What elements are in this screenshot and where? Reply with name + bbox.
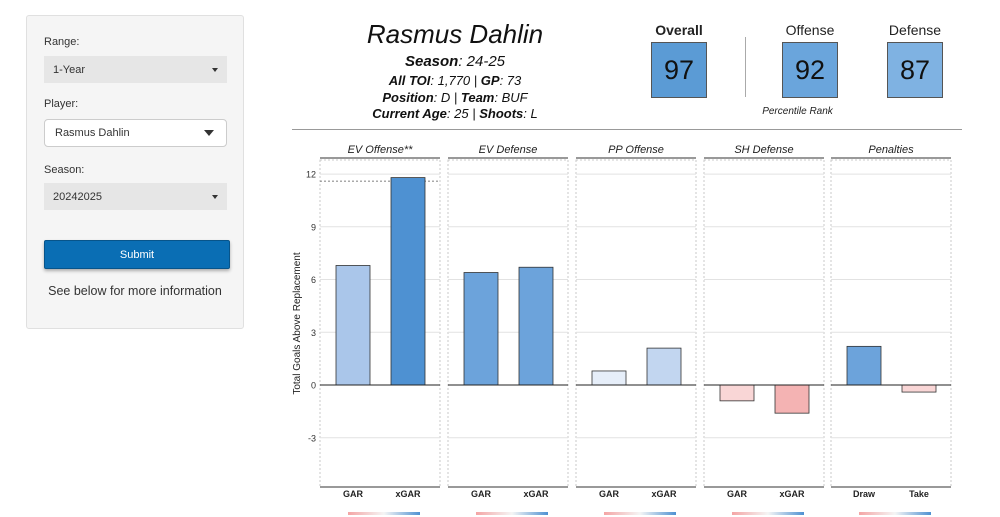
y-tick-label: 0	[311, 381, 316, 391]
season-label: Season:	[44, 164, 85, 176]
bar-xgar	[646, 347, 682, 386]
player-select-value: Rasmus Dahlin	[55, 127, 130, 139]
panel-frame	[703, 159, 825, 488]
season-select-value: 20242025	[53, 190, 102, 203]
color-scale-strip	[348, 512, 420, 515]
x-tick-label: Take	[909, 489, 929, 499]
season-key: Season	[404, 53, 459, 70]
sidebar-panel: Range: 1-Year Player: Rasmus Dahlin Seas…	[26, 15, 244, 329]
gp-value: : 73	[499, 73, 522, 88]
x-tick-label: GAR	[599, 489, 620, 499]
panel-title: SH Defense	[734, 144, 793, 156]
panel-title: EV Offense**	[348, 144, 414, 156]
panel-title: Penalties	[868, 144, 914, 156]
x-tick-label: GAR	[343, 489, 364, 499]
defense-label: Defense	[888, 22, 942, 38]
toi-value: : 1,770 |	[430, 73, 481, 88]
y-tick-label: -3	[308, 433, 316, 443]
color-scale-strip	[604, 512, 676, 515]
team-key: Team	[460, 90, 495, 105]
range-select[interactable]: 1-Year	[44, 56, 227, 83]
bar-gar	[591, 370, 627, 386]
caret-down-icon	[212, 194, 218, 199]
range-select-value: 1-Year	[53, 63, 86, 76]
x-tick-label: xGAR	[523, 489, 549, 499]
season-line: Season: 24-25	[330, 53, 580, 70]
position-value: : D |	[433, 90, 461, 105]
age-value: : 25 |	[446, 106, 480, 121]
panel-frame	[447, 159, 569, 488]
x-tick-label: Draw	[853, 489, 876, 499]
position-line: Position: D | Team: BUF	[330, 90, 580, 105]
caret-down-icon	[204, 130, 214, 136]
header-divider	[292, 129, 962, 130]
position-key: Position	[382, 90, 434, 105]
panel-frame	[319, 159, 441, 488]
x-tick-label: xGAR	[651, 489, 677, 499]
bar-gar	[335, 265, 371, 386]
panel-title: EV Defense	[479, 144, 538, 156]
panel-frame	[830, 159, 952, 488]
percentile-rank-label: Percentile Rank	[762, 106, 833, 117]
toi-line: All TOI: 1,770 | GP: 73	[330, 73, 580, 88]
info-text: See below for more information	[48, 284, 222, 298]
overall-label: Overall	[655, 22, 703, 38]
shoots-value: : L	[523, 106, 538, 121]
age-line: Current Age: 25 | Shoots: L	[330, 106, 580, 121]
submit-button[interactable]: Submit	[44, 240, 230, 269]
player-name-title: Rasmus Dahlin	[366, 19, 544, 49]
overall-rank-box: 97	[651, 42, 707, 98]
x-tick-label: xGAR	[779, 489, 805, 499]
shoots-key: Shoots	[479, 106, 524, 121]
caret-down-icon	[212, 67, 218, 72]
y-tick-label: 3	[311, 328, 316, 338]
player-select[interactable]: Rasmus Dahlin	[44, 119, 227, 147]
color-scale-strip	[476, 512, 548, 515]
y-tick-label: 6	[311, 275, 316, 285]
offense-label: Offense	[785, 22, 835, 38]
defense-rank-box: 87	[887, 42, 943, 98]
offense-rank-box: 92	[782, 42, 838, 98]
rank-divider	[745, 37, 746, 97]
color-scale-strip	[732, 512, 804, 515]
y-tick-label: 9	[311, 222, 316, 232]
team-value: : BUF	[494, 90, 528, 105]
bar-draw	[846, 345, 882, 386]
x-tick-label: xGAR	[395, 489, 421, 499]
x-tick-label: GAR	[471, 489, 492, 499]
bar-xgar	[518, 266, 554, 386]
toi-key: All TOI	[388, 73, 431, 88]
y-axis-label: Total Goals Above Replacement	[292, 252, 303, 395]
range-label: Range:	[44, 36, 80, 48]
x-tick-label: GAR	[727, 489, 748, 499]
bar-xgar	[774, 384, 810, 414]
y-tick-label: 12	[306, 170, 316, 180]
season-select[interactable]: 20242025	[44, 183, 227, 210]
panel-title: PP Offense	[608, 144, 664, 156]
bar-xgar	[390, 177, 426, 386]
color-scale-strip	[859, 512, 931, 515]
panel-frame	[575, 159, 697, 488]
gp-key: GP	[480, 73, 500, 88]
bar-gar	[719, 384, 755, 402]
bar-take	[901, 384, 937, 393]
player-label: Player:	[44, 98, 79, 110]
age-key: Current Age	[372, 106, 447, 121]
bar-gar	[463, 272, 499, 386]
season-value: : 24-25	[458, 53, 506, 70]
